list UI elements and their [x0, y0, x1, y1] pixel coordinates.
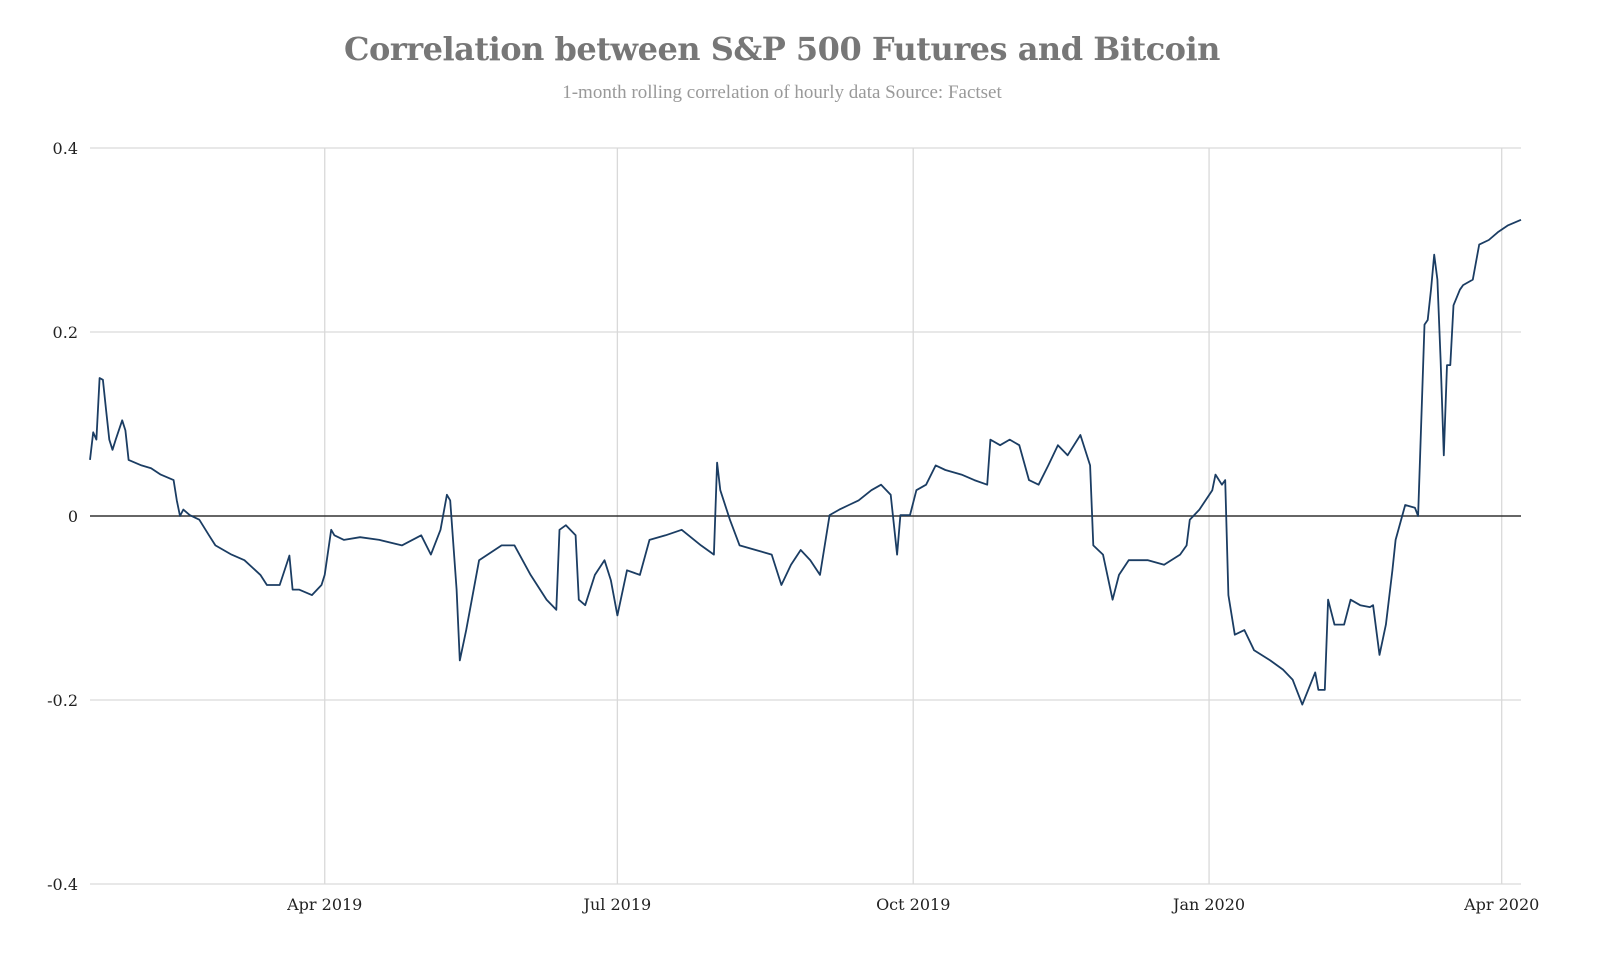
- chart-title: Correlation between S&P 500 Futures and …: [344, 30, 1220, 68]
- x-tick-label: Apr 2020: [1463, 895, 1539, 914]
- x-tick-label: Jan 2020: [1171, 895, 1245, 914]
- chart-subtitle: 1-month rolling correlation of hourly da…: [562, 82, 1002, 103]
- y-tick-label: 0.4: [53, 139, 78, 158]
- y-tick-label: -0.2: [47, 691, 78, 710]
- correlation-series-line: [89, 218, 1522, 706]
- x-tick-label: Apr 2019: [286, 895, 362, 914]
- y-tick-label: 0: [68, 507, 78, 526]
- x-tick-label: Oct 2019: [876, 895, 950, 914]
- x-tick-label: Jul 2019: [582, 895, 652, 914]
- y-tick-label: -0.4: [47, 875, 78, 894]
- y-tick-label: 0.2: [53, 323, 78, 342]
